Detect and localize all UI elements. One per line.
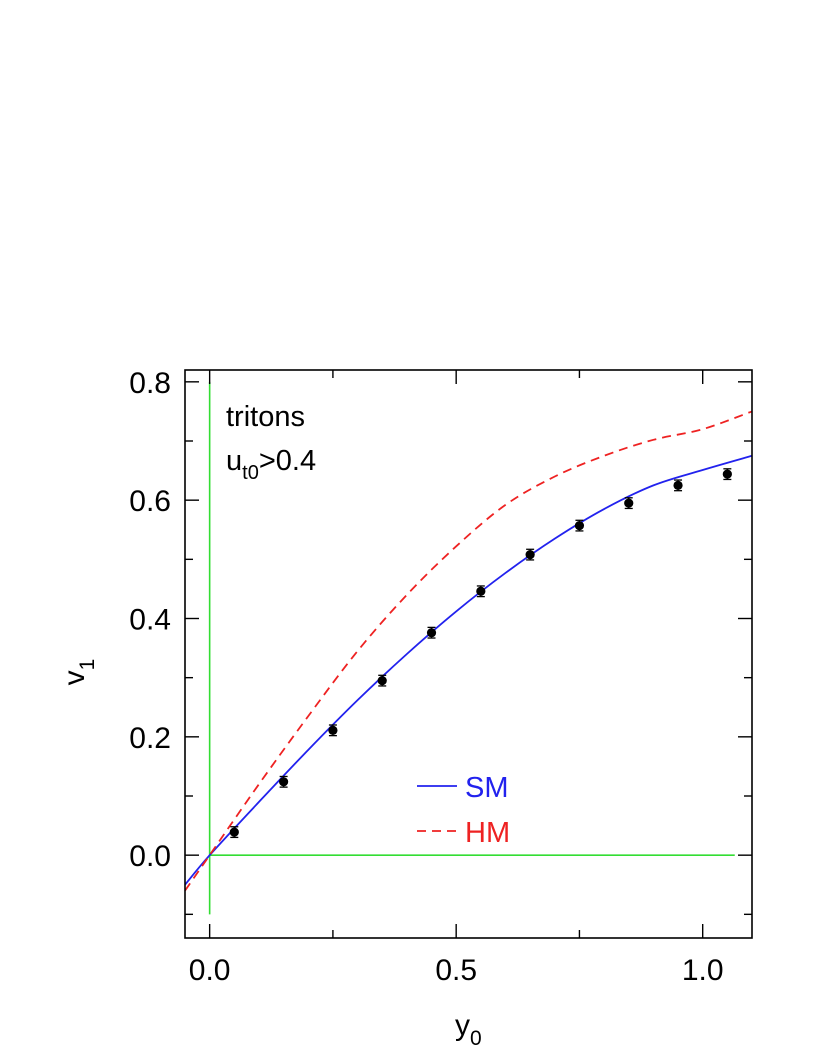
data-points [229,468,732,839]
data-point [476,586,486,596]
annotation-cut-sub: t0 [242,462,259,484]
legend: SM HM [417,772,510,849]
annotation-cut: ut0>0.4 [226,445,316,484]
legend-label-sm: SM [465,772,509,804]
annotation-cut-rest: >0.4 [259,445,316,477]
model-curves [184,410,753,892]
y-tick-label: 0.2 [129,722,171,755]
reference-lines [208,381,735,915]
y-tick-label: 0.4 [129,604,171,637]
y-axis-label-sub: 1 [76,659,99,671]
data-point [624,498,634,508]
x-axis-label-main: y [455,1009,470,1042]
annotation-particle: tritons [226,401,305,433]
data-point [574,521,585,531]
data-point [279,777,289,787]
data-point [525,550,535,560]
annotation-cut-var: u [226,445,242,477]
y-axis-label-group: v1 [58,659,99,686]
data-point [328,725,338,735]
data-point [722,469,732,479]
y-tick-label: 0.6 [129,485,171,518]
y-axis-label: v1 [58,659,99,686]
y-axis-label-main: v [58,670,91,685]
data-point [426,628,437,638]
series-line-hm [184,410,753,892]
x-axis-label: y0 [455,1009,482,1050]
data-point [229,827,239,837]
y-tick-label: 0.8 [129,367,171,400]
legend-label-hm: HM [465,817,510,849]
data-point [673,480,683,490]
y-tick-label: 0.0 [129,840,171,873]
data-point [377,676,387,686]
x-tick-label: 0.0 [189,954,231,987]
series-line-sm [184,454,753,886]
x-tick-label: 1.0 [682,954,724,987]
axis-ticks: 0.0 0.5 1.0 0.0 0.2 0.4 0.6 0.8 [129,367,752,987]
plot-frame [184,369,753,939]
x-tick-label: 0.5 [435,954,477,987]
x-axis-label-sub: 0 [470,1027,482,1050]
